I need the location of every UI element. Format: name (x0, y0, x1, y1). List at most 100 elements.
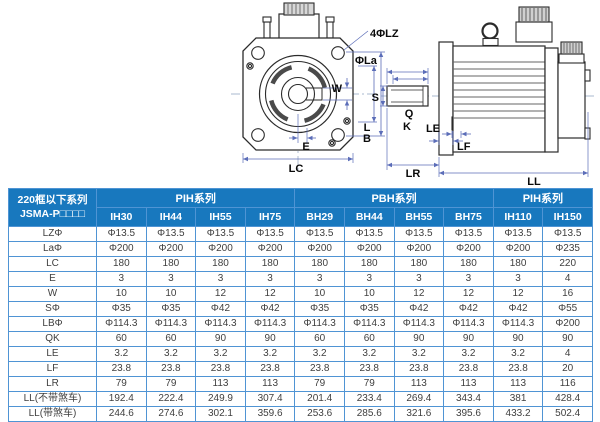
spec-cell: 79 (343, 376, 395, 392)
label-key-q: Q (405, 108, 414, 120)
spec-cell: 3 (244, 271, 296, 287)
spec-cell: Φ55 (542, 301, 593, 317)
label-bolt-circle: ΦLa (355, 55, 378, 67)
table-row: LR 79 79 113 113 79 79 113 113 113 116 (8, 376, 593, 392)
row-label: LR (8, 376, 97, 392)
spec-cell: 90 (492, 331, 544, 347)
spec-cell: 10 (294, 286, 345, 302)
spec-cell: 3 (96, 271, 147, 287)
label-flange-thickness: LF (457, 141, 471, 153)
label-bolt-holes: 4ΦLZ (370, 28, 399, 40)
spec-cell: Φ13.5 (145, 226, 197, 242)
spec-cell: 90 (195, 331, 246, 347)
spec-cell: 3 (145, 271, 197, 287)
spec-cell: 269.4 (393, 391, 445, 407)
spec-cell: 302.1 (195, 406, 246, 422)
spec-cell: 60 (145, 331, 197, 347)
spec-cell: Φ200 (294, 241, 345, 257)
spec-cell: Φ35 (145, 301, 197, 317)
spec-cell: 381 (492, 391, 544, 407)
model-header: IH110 (492, 207, 544, 227)
spec-cell: Φ200 (145, 241, 197, 257)
label-shaft-dia: S (372, 92, 379, 104)
spec-cell: 3.2 (294, 346, 345, 362)
spec-cell: 3 (492, 271, 544, 287)
spec-cell: 23.8 (96, 361, 147, 377)
spec-cell: 3.2 (393, 346, 445, 362)
row-label: W (8, 286, 97, 302)
spec-cell: 502.4 (542, 406, 593, 422)
spec-cell: 307.4 (244, 391, 296, 407)
label-shaft-length: LR (406, 168, 421, 180)
corner-line2: JSMA-P□□□□ (19, 207, 86, 220)
spec-cell: 3 (195, 271, 246, 287)
spec-cell: 113 (443, 376, 494, 392)
spec-cell: 244.6 (96, 406, 147, 422)
spec-cell: 90 (443, 331, 494, 347)
column-group-header: PBH系列 (294, 188, 494, 208)
spec-cell: 274.6 (145, 406, 197, 422)
spec-cell: Φ35 (294, 301, 345, 317)
spec-cell: 180 (393, 256, 445, 272)
label-key-k: K (403, 121, 411, 133)
spec-cell: 12 (492, 286, 544, 302)
spec-table: 220框以下系列 JSMA-P□□□□ PIH系列 PBH系列 PIH系列 IH30 IH4… (8, 188, 594, 422)
spec-cell: 180 (195, 256, 246, 272)
table-row: LF 23.8 23.8 23.8 23.8 23.8 23.8 23.8 23.8 23.8 20 (8, 361, 593, 377)
spec-cell: 180 (244, 256, 296, 272)
spec-table-body: LZΦ Φ13.5 Φ13.5 Φ13.5 Φ13.5 Φ13.5 Φ13.5 Φ13.5 Φ1… (8, 226, 593, 422)
spec-cell: 90 (542, 331, 593, 347)
spec-cell: Φ13.5 (393, 226, 445, 242)
spec-cell: Φ114.3 (492, 316, 544, 332)
label-keyway-offset: E (302, 141, 309, 153)
spec-cell: Φ114.3 (294, 316, 345, 332)
spec-cell: 233.4 (343, 391, 395, 407)
front-view (242, 2, 354, 151)
spec-cell: 23.8 (145, 361, 197, 377)
spec-cell: 3.2 (244, 346, 296, 362)
spec-cell: 3 (294, 271, 345, 287)
side-view (386, 6, 591, 156)
spec-cell: 12 (244, 286, 296, 302)
spec-cell: 20 (542, 361, 593, 377)
row-label: QK (8, 331, 97, 347)
spec-cell: Φ200 (443, 241, 494, 257)
table-row: LC 180 180 180 180 180 180 180 180 180 220 (8, 256, 593, 272)
spec-cell: 23.8 (343, 361, 395, 377)
spec-cell: 60 (294, 331, 345, 347)
spec-cell: 90 (393, 331, 445, 347)
table-row: LZΦ Φ13.5 Φ13.5 Φ13.5 Φ13.5 Φ13.5 Φ13.5 Φ13.5 Φ1… (8, 226, 593, 242)
spec-cell: 23.8 (195, 361, 246, 377)
spec-cell: 23.8 (294, 361, 345, 377)
engineering-drawing: 4ΦLZ ΦLa W E LC S Q K L B LE LF LR LL (231, 2, 594, 187)
spec-cell: 180 (492, 256, 544, 272)
spec-cell: Φ114.3 (195, 316, 246, 332)
spec-cell: 10 (343, 286, 395, 302)
dimension-lines (242, 30, 589, 177)
model-header: IH44 (145, 207, 197, 227)
model-header: BH44 (343, 207, 395, 227)
model-header: BH75 (443, 207, 494, 227)
row-label: LBΦ (8, 316, 97, 332)
model-header: IH75 (244, 207, 296, 227)
row-label: LC (8, 256, 97, 272)
spec-cell: Φ200 (542, 316, 593, 332)
table-corner-header: 220框以下系列 JSMA-P□□□□ (8, 188, 97, 227)
spec-cell: Φ114.3 (145, 316, 197, 332)
spec-cell: 3.2 (145, 346, 197, 362)
spec-cell: 4 (542, 271, 593, 287)
table-row: LaΦ Φ200 Φ200 Φ200 Φ200 Φ200 Φ200 Φ200 Φ200 Φ200 Φ… (8, 241, 593, 257)
spec-cell: 12 (443, 286, 494, 302)
spec-cell: 3.2 (96, 346, 147, 362)
model-header: IH150 (542, 207, 593, 227)
row-label: LZΦ (8, 226, 97, 242)
spec-cell: 180 (145, 256, 197, 272)
table-row: LBΦ Φ114.3 Φ114.3 Φ114.3 Φ114.3 Φ114.3 Φ114.3 Φ… (8, 316, 593, 332)
spec-cell: 10 (145, 286, 197, 302)
row-label: E (8, 271, 97, 287)
table-row: SΦ Φ35 Φ35 Φ42 Φ42 Φ35 Φ35 Φ42 Φ42 Φ42 Φ55 (8, 301, 593, 317)
label-flange-width: LC (289, 163, 304, 175)
spec-cell: 3 (393, 271, 445, 287)
spec-cell: 3 (443, 271, 494, 287)
